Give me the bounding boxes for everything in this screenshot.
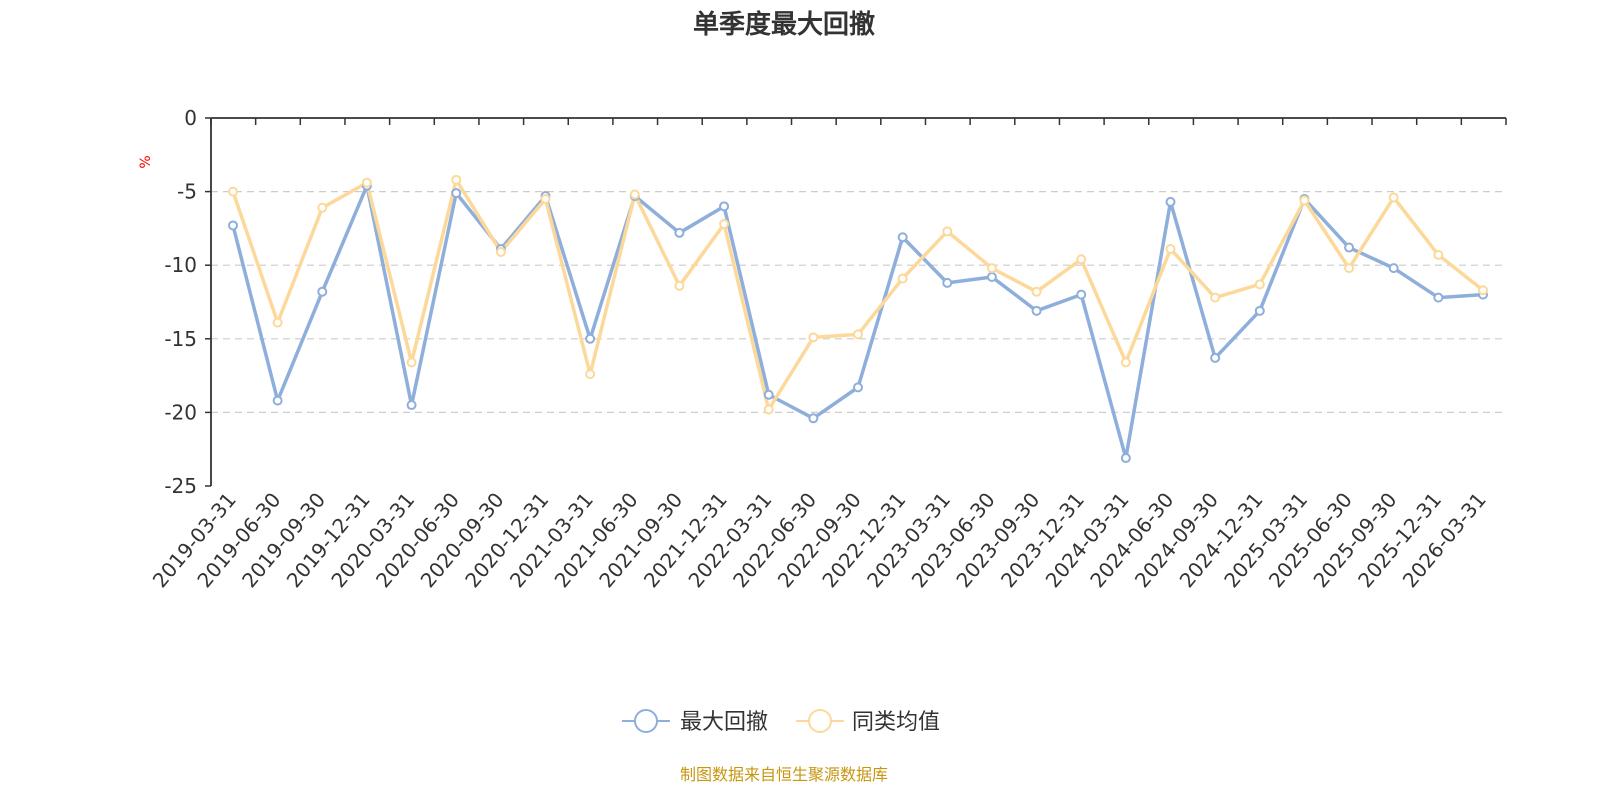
data-point-max-drawdown	[897, 232, 908, 243]
data-point-max-drawdown	[1210, 352, 1221, 363]
data-point-peer-average	[272, 317, 283, 328]
data-point-max-drawdown	[763, 389, 774, 400]
data-point-peer-average	[1254, 279, 1265, 290]
series-line-peer-average	[231, 178, 1485, 412]
data-point-max-drawdown	[808, 413, 819, 424]
data-point-max-drawdown	[1165, 196, 1176, 207]
data-point-peer-average	[317, 202, 328, 213]
y-tick-label: 0	[184, 106, 197, 130]
data-point-max-drawdown	[986, 271, 997, 282]
legend-item-peer-average[interactable]: 同类均值	[796, 709, 940, 735]
data-point-peer-average	[495, 246, 506, 257]
data-point-peer-average	[1299, 195, 1310, 206]
legend-label: 同类均值	[852, 710, 940, 735]
data-point-max-drawdown	[317, 286, 328, 297]
legend-item-max-drawdown[interactable]: 最大回撤	[622, 709, 768, 735]
y-tick-label: -15	[164, 327, 197, 351]
data-point-max-drawdown	[674, 227, 685, 238]
data-point-peer-average	[361, 177, 372, 188]
y-tick-label: -5	[177, 180, 197, 204]
data-point-peer-average	[986, 263, 997, 274]
data-point-peer-average	[897, 273, 908, 284]
series-group	[228, 174, 1488, 464]
legend-marker	[808, 709, 832, 733]
data-point-peer-average	[1433, 249, 1444, 260]
y-tick-labels: 0 -5 -10 -15 -20 -25	[164, 106, 197, 498]
data-point-peer-average	[1478, 285, 1488, 296]
data-point-max-drawdown	[1344, 242, 1355, 253]
legend[interactable]: 最大回撤 同类均值	[622, 709, 940, 735]
data-point-max-drawdown	[1388, 263, 1399, 274]
axes	[205, 117, 1507, 487]
y-axis-unit: %	[138, 155, 154, 168]
y-tick-label: -20	[164, 400, 197, 424]
data-point-max-drawdown	[585, 333, 596, 344]
data-point-peer-average	[1210, 292, 1221, 303]
legend-marker	[634, 709, 658, 733]
data-point-peer-average	[629, 189, 640, 200]
data-point-peer-average	[585, 369, 596, 380]
data-point-max-drawdown	[1254, 305, 1265, 316]
data-point-max-drawdown	[853, 382, 863, 393]
data-point-peer-average	[406, 357, 417, 368]
data-point-peer-average	[1076, 254, 1087, 265]
chart-title: 单季度最大回撤	[693, 9, 875, 40]
data-point-max-drawdown	[719, 201, 730, 212]
x-tick-labels: 2019-03-312019-06-302019-09-302019-12-31…	[148, 488, 1491, 592]
data-point-max-drawdown	[1076, 289, 1087, 300]
data-point-max-drawdown	[1120, 453, 1131, 464]
data-point-peer-average	[1031, 286, 1042, 297]
data-point-peer-average	[763, 404, 774, 415]
data-point-max-drawdown	[942, 277, 953, 288]
data-point-max-drawdown	[451, 188, 462, 199]
data-point-peer-average	[1344, 263, 1355, 274]
data-point-peer-average	[451, 174, 462, 185]
data-point-peer-average	[942, 226, 953, 237]
data-point-max-drawdown	[406, 400, 417, 411]
data-point-max-drawdown	[1433, 292, 1444, 303]
data-point-peer-average	[1120, 357, 1131, 368]
data-point-peer-average	[540, 193, 551, 204]
legend-label: 最大回撤	[680, 710, 768, 735]
data-point-peer-average	[674, 280, 685, 291]
data-point-max-drawdown	[1031, 305, 1042, 316]
y-tick-label: -25	[164, 474, 197, 498]
data-point-peer-average	[719, 218, 730, 229]
data-point-max-drawdown	[228, 220, 238, 231]
data-point-peer-average	[1165, 244, 1176, 255]
data-point-max-drawdown	[272, 395, 283, 406]
data-point-peer-average	[228, 186, 238, 197]
y-tick-label: -10	[164, 253, 197, 277]
data-point-peer-average	[853, 329, 863, 340]
data-point-peer-average	[1388, 192, 1399, 203]
data-point-peer-average	[808, 332, 819, 343]
source-note: 制图数据来自恒生聚源数据库	[680, 765, 888, 784]
